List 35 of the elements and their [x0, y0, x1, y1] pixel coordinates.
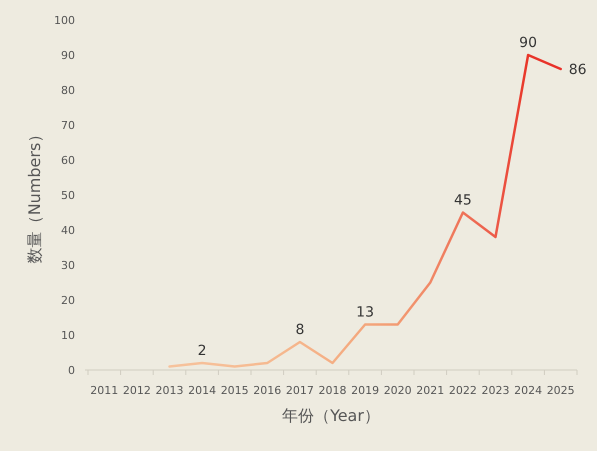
- x-tick-label: 2021: [416, 384, 444, 397]
- data-label: 8: [295, 322, 304, 338]
- x-tick-label: 2023: [482, 384, 510, 397]
- y-tick-label: 90: [61, 49, 75, 62]
- y-tick-label: 20: [61, 294, 75, 307]
- y-tick-label: 0: [68, 364, 75, 377]
- x-tick-label: 2022: [448, 384, 477, 397]
- y-tick-label: 80: [61, 84, 75, 97]
- y-tick-label: 100: [54, 14, 75, 27]
- data-label: 90: [519, 35, 538, 51]
- y-tick-label: 70: [61, 119, 75, 132]
- x-tick-label: 2015: [220, 384, 249, 397]
- y-axis-title: 数量（Numbers）: [25, 126, 44, 264]
- x-axis-title: 年份（Year）: [282, 406, 380, 425]
- x-tick-label: 2018: [318, 384, 346, 397]
- x-tick-label: 2016: [253, 384, 282, 397]
- x-tick-label: 2019: [351, 384, 380, 397]
- y-tick-label: 60: [61, 154, 75, 167]
- x-tick-label: 2024: [514, 384, 542, 397]
- data-label: 45: [454, 192, 472, 208]
- x-tick-label: 2020: [384, 384, 412, 397]
- y-tick-label: 50: [61, 189, 75, 202]
- x-tick-label: 2025: [546, 384, 575, 397]
- y-tick-label: 10: [61, 329, 75, 342]
- x-tick-label: 2014: [188, 384, 216, 397]
- x-tick-label: 2013: [156, 384, 184, 397]
- y-tick-label: 40: [61, 224, 75, 237]
- data-label: 2: [198, 343, 207, 359]
- x-tick-label: 2012: [122, 384, 151, 397]
- x-tick-label: 2017: [286, 384, 314, 397]
- data-label: 86: [568, 62, 587, 78]
- x-tick-label: 2011: [90, 384, 118, 397]
- line-series: [168, 54, 562, 368]
- data-label: 13: [356, 304, 374, 320]
- y-tick-label: 30: [61, 259, 75, 272]
